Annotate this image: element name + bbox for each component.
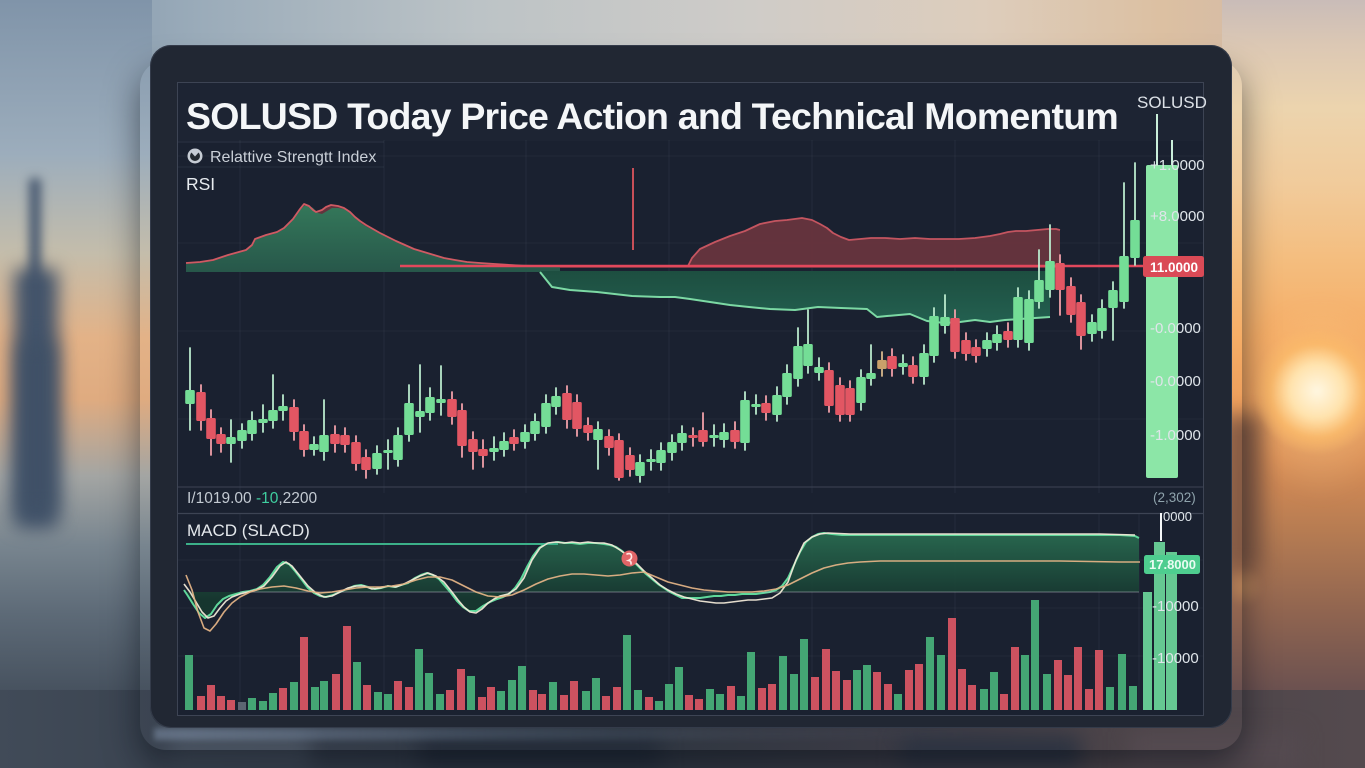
svg-text:SOLUSD Today Price Action and: SOLUSD Today Price Action and Technical … bbox=[186, 95, 1118, 137]
svg-text:11.0000: 11.0000 bbox=[1150, 260, 1198, 275]
svg-text:(2,302): (2,302) bbox=[1153, 490, 1196, 505]
svg-text:SOLUSD: SOLUSD bbox=[1137, 93, 1207, 112]
svg-text:RSI: RSI bbox=[186, 174, 215, 194]
svg-text:-0.0000: -0.0000 bbox=[1150, 320, 1201, 337]
svg-text:0000: 0000 bbox=[1163, 509, 1192, 524]
svg-text:-10000: -10000 bbox=[1152, 650, 1199, 667]
svg-text:17.8000: 17.8000 bbox=[1149, 557, 1196, 572]
svg-text:+8.0000: +8.0000 bbox=[1150, 208, 1205, 225]
svg-text:I/1019.00 -10,2200: I/1019.00 -10,2200 bbox=[187, 490, 318, 507]
svg-text:-1.0000: -1.0000 bbox=[1150, 427, 1201, 444]
svg-text:-10000: -10000 bbox=[1152, 598, 1199, 615]
svg-text:+1.0000: +1.0000 bbox=[1150, 157, 1205, 174]
svg-text:MACD (SLACD): MACD (SLACD) bbox=[187, 521, 310, 540]
svg-text:Relattive Strengtt Index: Relattive Strengtt Index bbox=[210, 149, 376, 166]
svg-text:-0.0000: -0.0000 bbox=[1150, 373, 1201, 390]
